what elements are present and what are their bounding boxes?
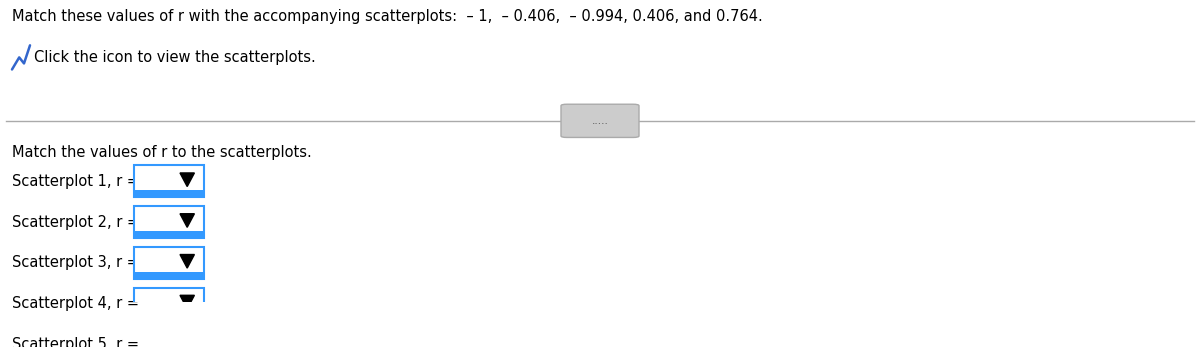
FancyBboxPatch shape [134, 191, 204, 197]
Polygon shape [180, 336, 194, 347]
FancyBboxPatch shape [134, 329, 204, 347]
Text: Scatterplot 5, r =: Scatterplot 5, r = [12, 337, 139, 347]
Polygon shape [180, 295, 194, 309]
FancyBboxPatch shape [134, 288, 204, 320]
FancyBboxPatch shape [134, 231, 204, 238]
Text: .....: ..... [592, 116, 608, 126]
Text: Match these values of r with the accompanying scatterplots:  – 1,  – 0.406,  – 0: Match these values of r with the accompa… [12, 9, 763, 24]
Text: Scatterplot 3, r =: Scatterplot 3, r = [12, 255, 139, 270]
FancyBboxPatch shape [134, 313, 204, 320]
Text: Scatterplot 4, r =: Scatterplot 4, r = [12, 296, 139, 311]
Text: Scatterplot 2, r =: Scatterplot 2, r = [12, 214, 139, 229]
FancyBboxPatch shape [134, 247, 204, 279]
Text: Match the values of r to the scatterplots.: Match the values of r to the scatterplot… [12, 145, 312, 160]
Text: Click the icon to view the scatterplots.: Click the icon to view the scatterplots. [34, 50, 316, 65]
Polygon shape [180, 214, 194, 227]
FancyBboxPatch shape [134, 206, 204, 238]
Text: Scatterplot 1, r =: Scatterplot 1, r = [12, 174, 139, 189]
Polygon shape [180, 173, 194, 187]
FancyBboxPatch shape [562, 104, 640, 137]
FancyBboxPatch shape [134, 166, 204, 197]
FancyBboxPatch shape [134, 272, 204, 279]
Polygon shape [180, 254, 194, 268]
